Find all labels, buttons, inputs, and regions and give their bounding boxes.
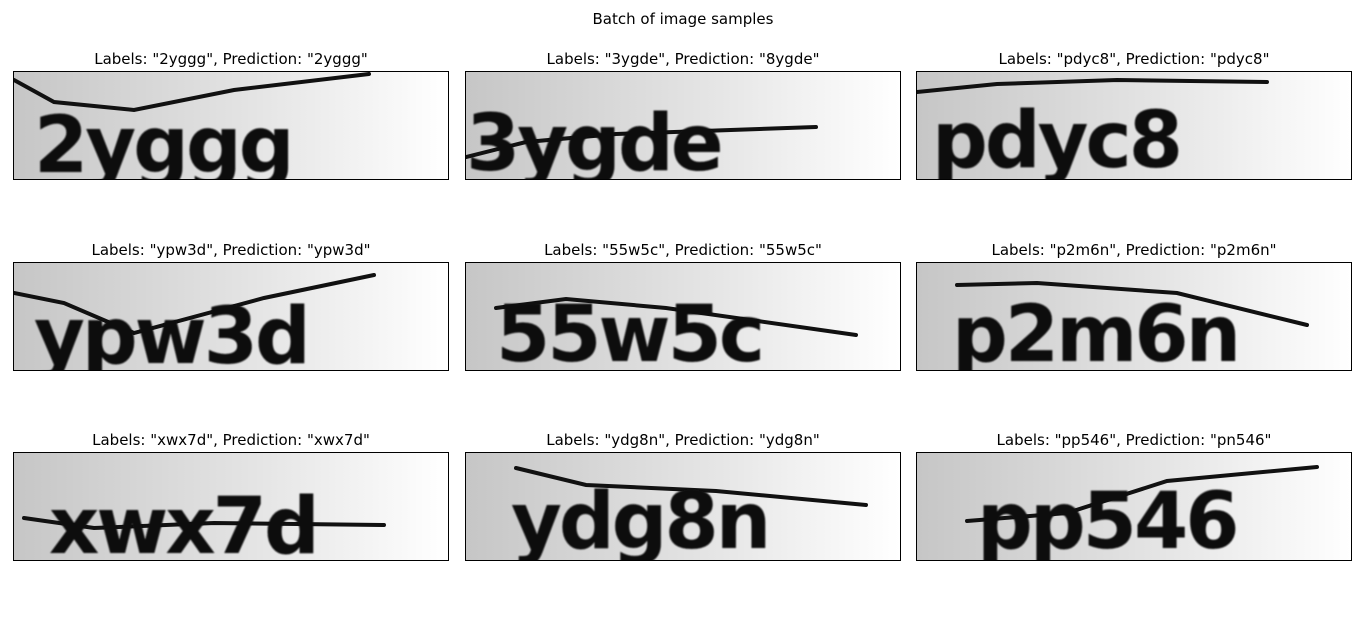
- captcha-background: [466, 263, 900, 370]
- noise-line: [965, 465, 1319, 523]
- captcha-svg: 55w5c: [466, 263, 900, 370]
- sample-title: Labels: "pp546", Prediction: "pn546": [996, 431, 1272, 449]
- sample-title: Labels: "pdyc8", Prediction: "pdyc8": [998, 50, 1270, 68]
- captcha-image: ypw3d: [13, 262, 449, 371]
- sample-title: Labels: "xwx7d", Prediction: "xwx7d": [92, 431, 370, 449]
- captcha-background: [14, 263, 448, 370]
- captcha-text: pp546: [977, 477, 1237, 560]
- sample-title: Labels: "ypw3d", Prediction: "ypw3d": [91, 241, 371, 259]
- noise-line: [917, 77, 1269, 94]
- noise-line: [494, 296, 858, 337]
- captcha-text: p2m6n: [952, 290, 1238, 370]
- captcha-text: 55w5c: [496, 290, 762, 370]
- captcha-image: p2m6n: [916, 262, 1352, 371]
- captcha-svg: p2m6n: [917, 263, 1351, 370]
- noise-line: [955, 280, 1309, 327]
- sample-title: Labels: "55w5c", Prediction: "55w5c": [544, 241, 822, 259]
- figure-title: Batch of image samples: [592, 10, 774, 28]
- captcha-svg: pdyc8: [917, 72, 1351, 179]
- captcha-svg: 3ygde: [466, 72, 900, 179]
- captcha-text: ydg8n: [511, 477, 768, 560]
- noise-line: [22, 516, 386, 531]
- captcha-text: xwx7d: [49, 482, 317, 560]
- sample-title: Labels: "ydg8n", Prediction: "ydg8n": [546, 431, 820, 449]
- captcha-background: [466, 72, 900, 179]
- noise-line: [514, 466, 868, 507]
- captcha-image: pp546: [916, 452, 1352, 561]
- captcha-image: 55w5c: [465, 262, 901, 371]
- captcha-image: 2yggg: [13, 71, 449, 180]
- captcha-image: ydg8n: [465, 452, 901, 561]
- sample-title: Labels: "2yggg", Prediction: "2yggg": [94, 50, 368, 68]
- sample-title: Labels: "3ygde", Prediction: "8ygde": [546, 50, 820, 68]
- sample-title: Labels: "p2m6n", Prediction: "p2m6n": [991, 241, 1277, 259]
- noise-line: [466, 125, 818, 159]
- captcha-image: pdyc8: [916, 71, 1352, 180]
- noise-line: [14, 72, 371, 113]
- captcha-text: ypw3d: [34, 292, 308, 370]
- captcha-svg: pp546: [917, 453, 1351, 560]
- captcha-image: 3ygde: [465, 71, 901, 180]
- captcha-svg: ypw3d: [14, 263, 448, 370]
- captcha-text: pdyc8: [932, 96, 1180, 179]
- captcha-svg: xwx7d: [14, 453, 448, 560]
- captcha-svg: ydg8n: [466, 453, 900, 560]
- captcha-text: 2yggg: [34, 101, 292, 179]
- captcha-text: 3ygde: [466, 99, 721, 179]
- captcha-background: [466, 453, 900, 560]
- captcha-svg: 2yggg: [14, 72, 448, 179]
- noise-line: [14, 273, 376, 336]
- captcha-background: [917, 72, 1351, 179]
- captcha-image: xwx7d: [13, 452, 449, 561]
- captcha-background: [14, 453, 448, 560]
